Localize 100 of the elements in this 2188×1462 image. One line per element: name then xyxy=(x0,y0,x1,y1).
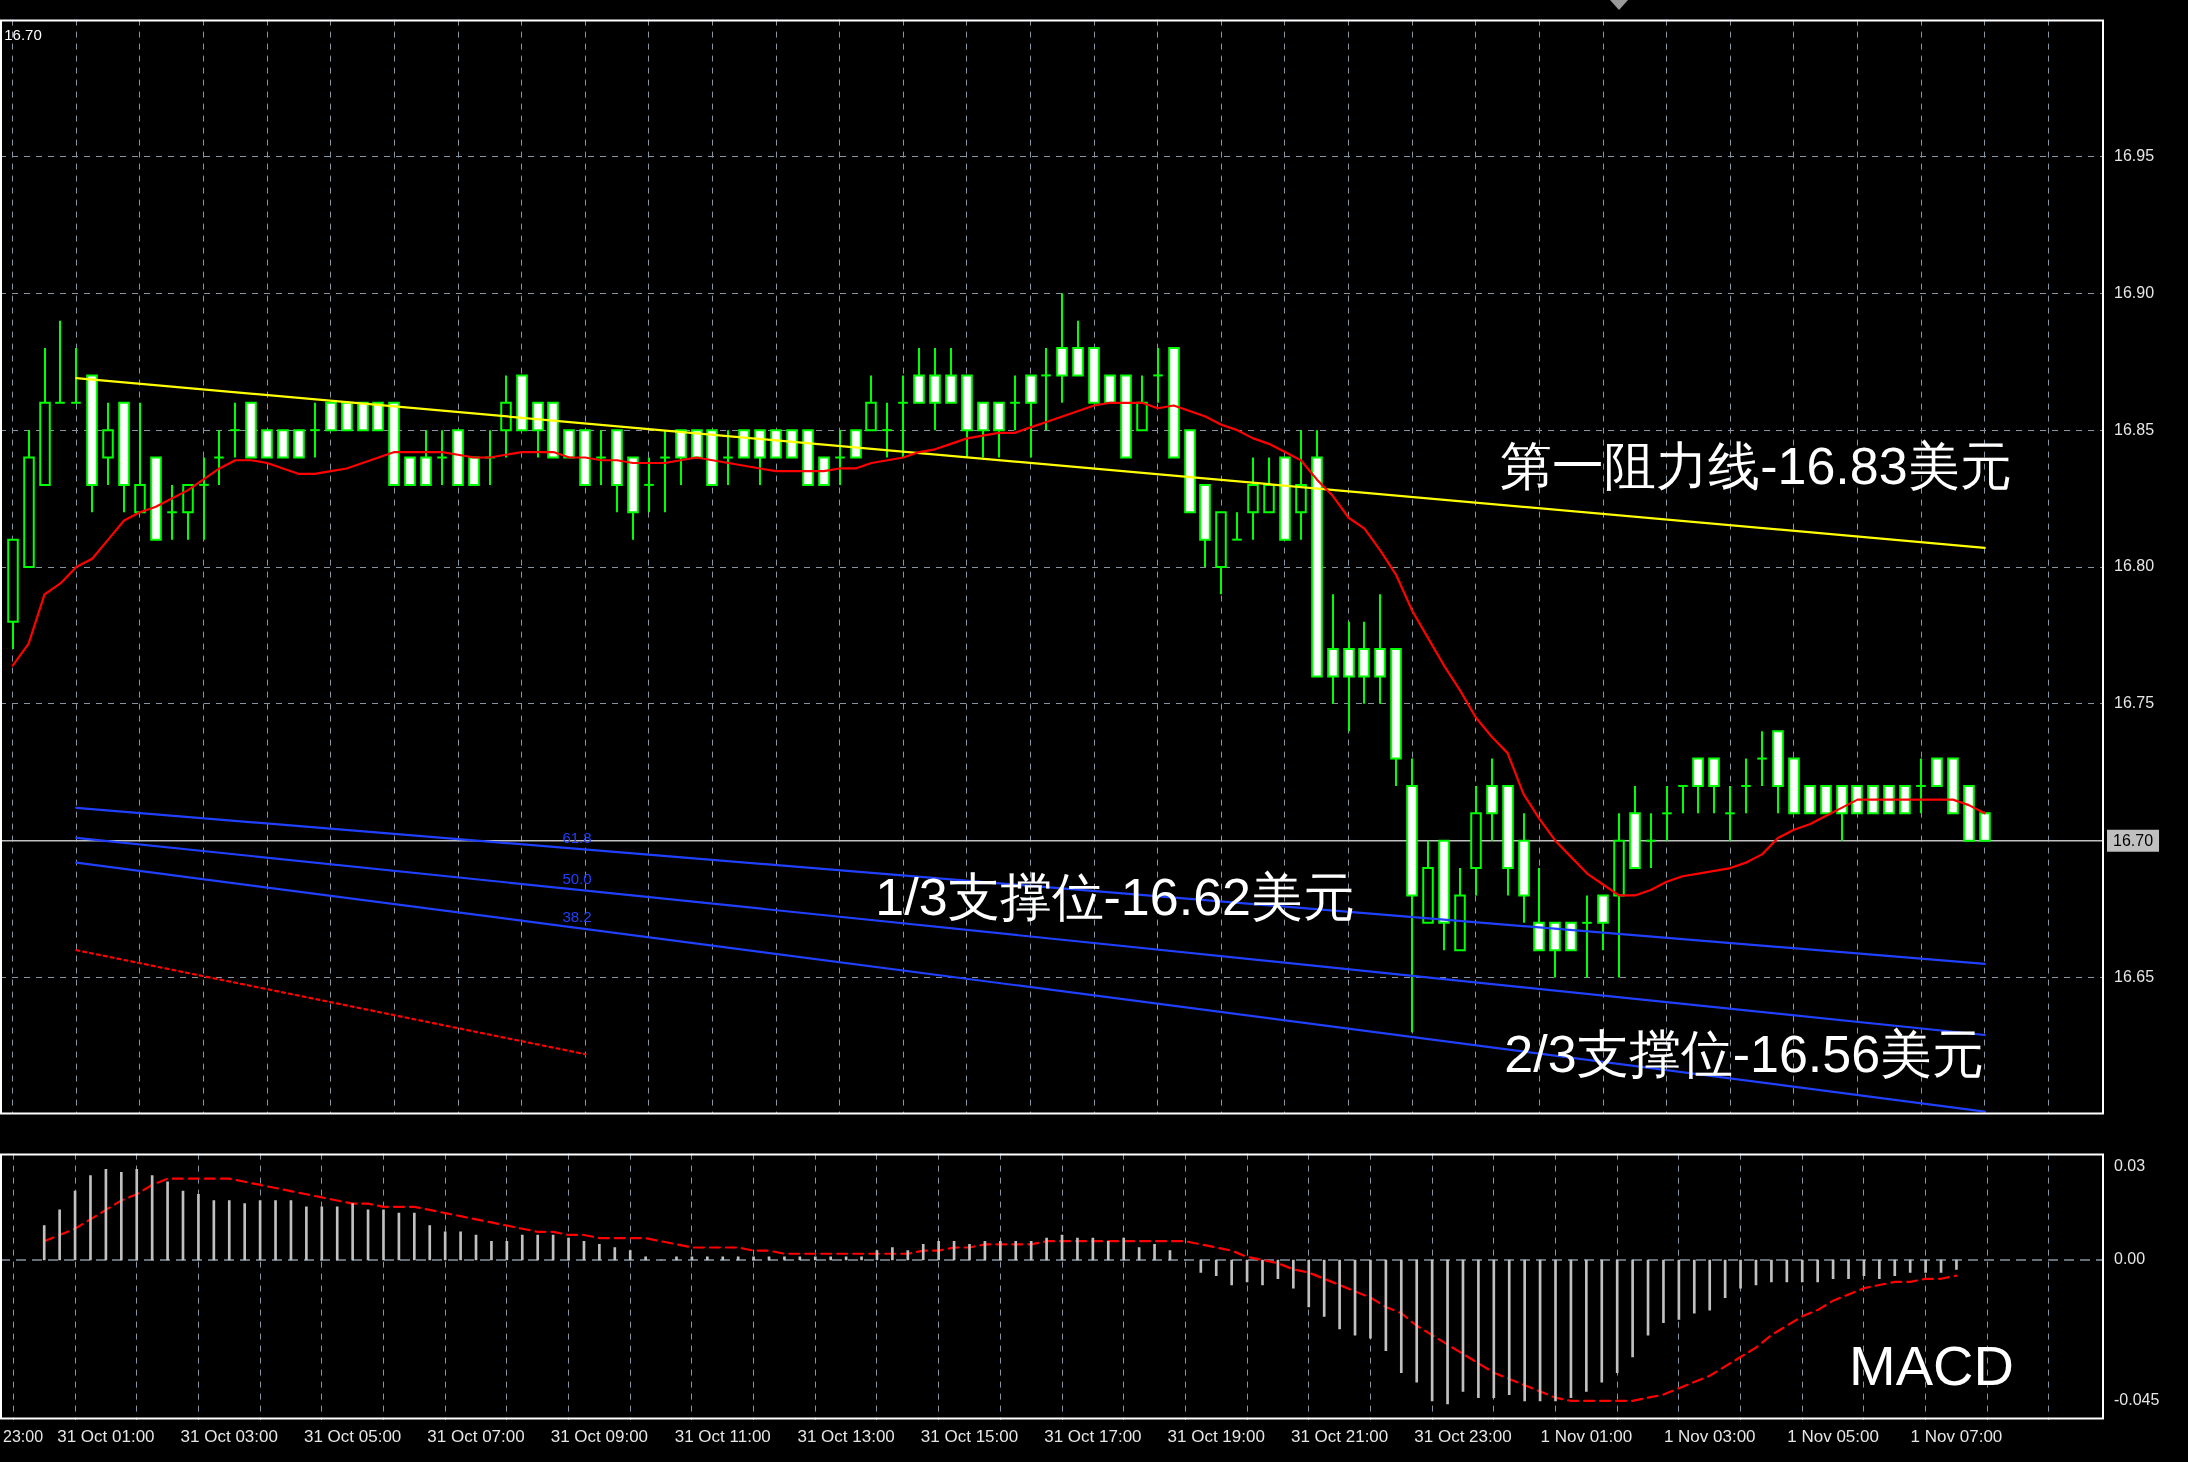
y-tick-label: 16.75 xyxy=(2114,694,2155,712)
bar xyxy=(459,1231,462,1261)
bar xyxy=(1600,1259,1604,1383)
text: MACD xyxy=(1849,1334,2014,1398)
bar xyxy=(1800,1259,1804,1283)
candlestick xyxy=(1231,511,1243,541)
bar xyxy=(628,1250,632,1261)
bar xyxy=(1415,1259,1419,1383)
x-tick-label: 31 Oct 15:00 xyxy=(920,1427,1019,1447)
bar xyxy=(1924,1259,1927,1273)
bar xyxy=(1106,1240,1110,1261)
bar xyxy=(1878,1259,1881,1280)
bar xyxy=(706,1256,709,1261)
x-tick-label: 31 Oct 23:00 xyxy=(1414,1427,1512,1447)
y-tick-label: 16.65 xyxy=(2114,967,2155,985)
x-tick-label: 31 Oct 05:00 xyxy=(303,1427,402,1447)
bar xyxy=(721,1256,725,1261)
bar xyxy=(937,1240,940,1261)
bar xyxy=(675,1256,678,1261)
bar xyxy=(1908,1259,1912,1273)
bar xyxy=(1230,1259,1233,1286)
bar xyxy=(197,1193,200,1261)
bar xyxy=(1477,1259,1480,1399)
candlestick xyxy=(1009,374,1021,432)
y-tick-label: 0.03 xyxy=(2114,1156,2146,1174)
bar xyxy=(1785,1259,1789,1283)
candlestick xyxy=(1756,730,1768,787)
bar xyxy=(1338,1259,1341,1330)
bar xyxy=(999,1240,1002,1261)
bar xyxy=(1708,1259,1712,1311)
bar xyxy=(119,1172,123,1261)
x-tick-label: 31 Oct 13:00 xyxy=(797,1427,895,1447)
bar xyxy=(520,1234,524,1261)
candlestick xyxy=(1152,347,1164,404)
bar xyxy=(42,1225,46,1261)
candlestick xyxy=(1677,784,1689,815)
bar xyxy=(891,1247,894,1261)
candlestick xyxy=(1645,812,1657,870)
bar xyxy=(736,1256,740,1261)
bar xyxy=(1492,1259,1496,1399)
bar xyxy=(1739,1259,1742,1289)
bar xyxy=(335,1206,339,1261)
x-tick-label: 31 Oct 01:00 xyxy=(57,1427,155,1447)
x-tick-label: 1 Nov 01:00 xyxy=(1540,1427,1633,1447)
bar xyxy=(1369,1259,1372,1339)
bar xyxy=(1307,1259,1311,1308)
bar xyxy=(1847,1259,1850,1280)
ref-line-label: 16.70 xyxy=(2113,832,2154,850)
x-tick-label: 1 Nov 05:00 xyxy=(1787,1427,1879,1447)
candlestick xyxy=(1661,784,1673,842)
candlestick xyxy=(309,401,321,459)
text: 23:00 xyxy=(3,1428,44,1446)
bar xyxy=(1076,1237,1079,1261)
bar xyxy=(428,1225,432,1261)
candlestick xyxy=(881,401,893,459)
bar xyxy=(1261,1259,1264,1286)
bar xyxy=(1893,1259,1897,1276)
bar xyxy=(968,1244,971,1261)
bar xyxy=(783,1256,786,1261)
x-tick-label: 31 Oct 09:00 xyxy=(550,1427,649,1447)
annotation: 第一阻力线-16.83美元 xyxy=(1500,436,2012,495)
candlestick xyxy=(198,456,210,541)
annotation: 16.70 xyxy=(4,26,42,43)
bar xyxy=(58,1209,61,1261)
bar xyxy=(1631,1259,1634,1358)
candlestick xyxy=(229,401,241,459)
candlestick xyxy=(897,374,909,459)
y-tick-label: 16.95 xyxy=(2114,146,2155,164)
bar xyxy=(166,1181,169,1261)
candlestick xyxy=(213,429,225,486)
bar xyxy=(906,1250,910,1261)
bar xyxy=(1662,1259,1665,1323)
x-tick-label: 31 Oct 07:00 xyxy=(427,1427,525,1447)
candlestick xyxy=(1040,347,1052,432)
candlestick xyxy=(1581,894,1593,979)
bar xyxy=(1122,1237,1126,1261)
bar xyxy=(598,1244,601,1261)
bar xyxy=(644,1256,647,1261)
bar xyxy=(752,1256,755,1261)
bar xyxy=(567,1237,570,1261)
y-tick-label: -0.045 xyxy=(2114,1391,2160,1409)
y-tick-label: 16.80 xyxy=(2114,557,2155,575)
bar xyxy=(1770,1259,1773,1283)
bar xyxy=(1585,1259,1588,1392)
bar xyxy=(1816,1259,1819,1283)
bar xyxy=(274,1200,277,1261)
series-label: 50.0 xyxy=(562,869,592,887)
bar xyxy=(382,1209,385,1261)
bar xyxy=(305,1206,308,1261)
bar xyxy=(89,1175,92,1261)
candlestick xyxy=(643,456,655,514)
candlestick xyxy=(722,429,734,486)
bar xyxy=(1153,1244,1156,1261)
bar xyxy=(829,1256,833,1261)
bar xyxy=(1446,1259,1449,1405)
bar xyxy=(443,1231,447,1261)
bar xyxy=(860,1256,863,1261)
bar xyxy=(1214,1259,1218,1276)
bar xyxy=(1554,1259,1557,1402)
candlestick xyxy=(1724,784,1736,842)
